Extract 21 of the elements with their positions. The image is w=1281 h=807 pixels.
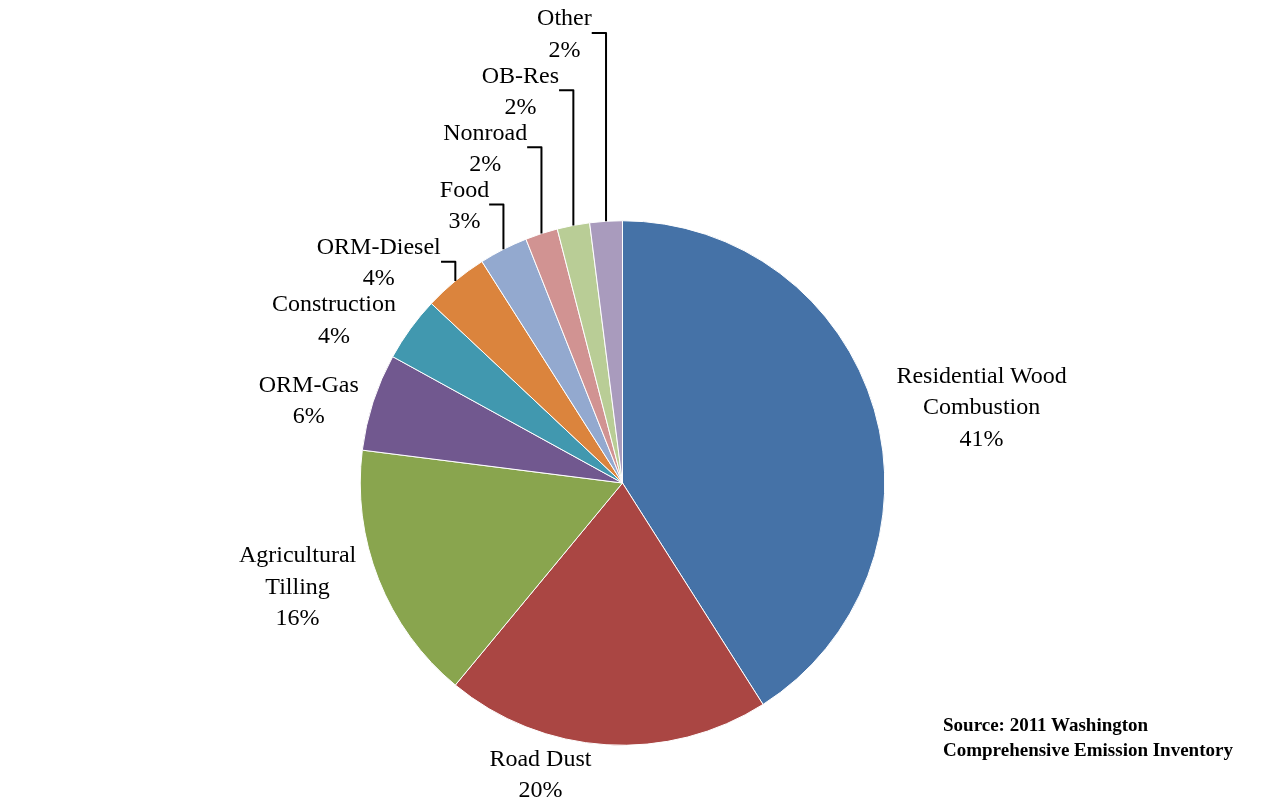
slice-label: Food — [439, 175, 490, 202]
data-label: 6% — [292, 401, 325, 428]
source-note: Source: 2011 Washington Comprehensive Emission Inventory — [943, 714, 1234, 760]
slice-label: Nonroad — [443, 118, 528, 145]
data-label: 4% — [362, 264, 395, 291]
data-label: 2% — [504, 92, 537, 119]
data-label: 4% — [318, 321, 351, 348]
data-label: 2% — [469, 149, 502, 176]
slice-label: ORM-Diesel — [316, 233, 442, 260]
slice-label: ORM-Gas — [258, 370, 359, 397]
data-label: 3% — [448, 207, 481, 234]
slice-label: Construction — [272, 290, 397, 317]
slice-label: Road Dust — [489, 744, 592, 771]
data-label: 20% — [518, 775, 563, 802]
data-label: 16% — [275, 603, 320, 630]
data-label: 2% — [548, 35, 581, 62]
slice-label: Agricultural Tilling — [238, 541, 357, 599]
data-label: 41% — [959, 424, 1004, 451]
slice-label: Residential Wood Combustion — [896, 362, 1067, 420]
slice-label: OB-Res — [481, 61, 560, 88]
slice-label: Other — [537, 4, 592, 31]
